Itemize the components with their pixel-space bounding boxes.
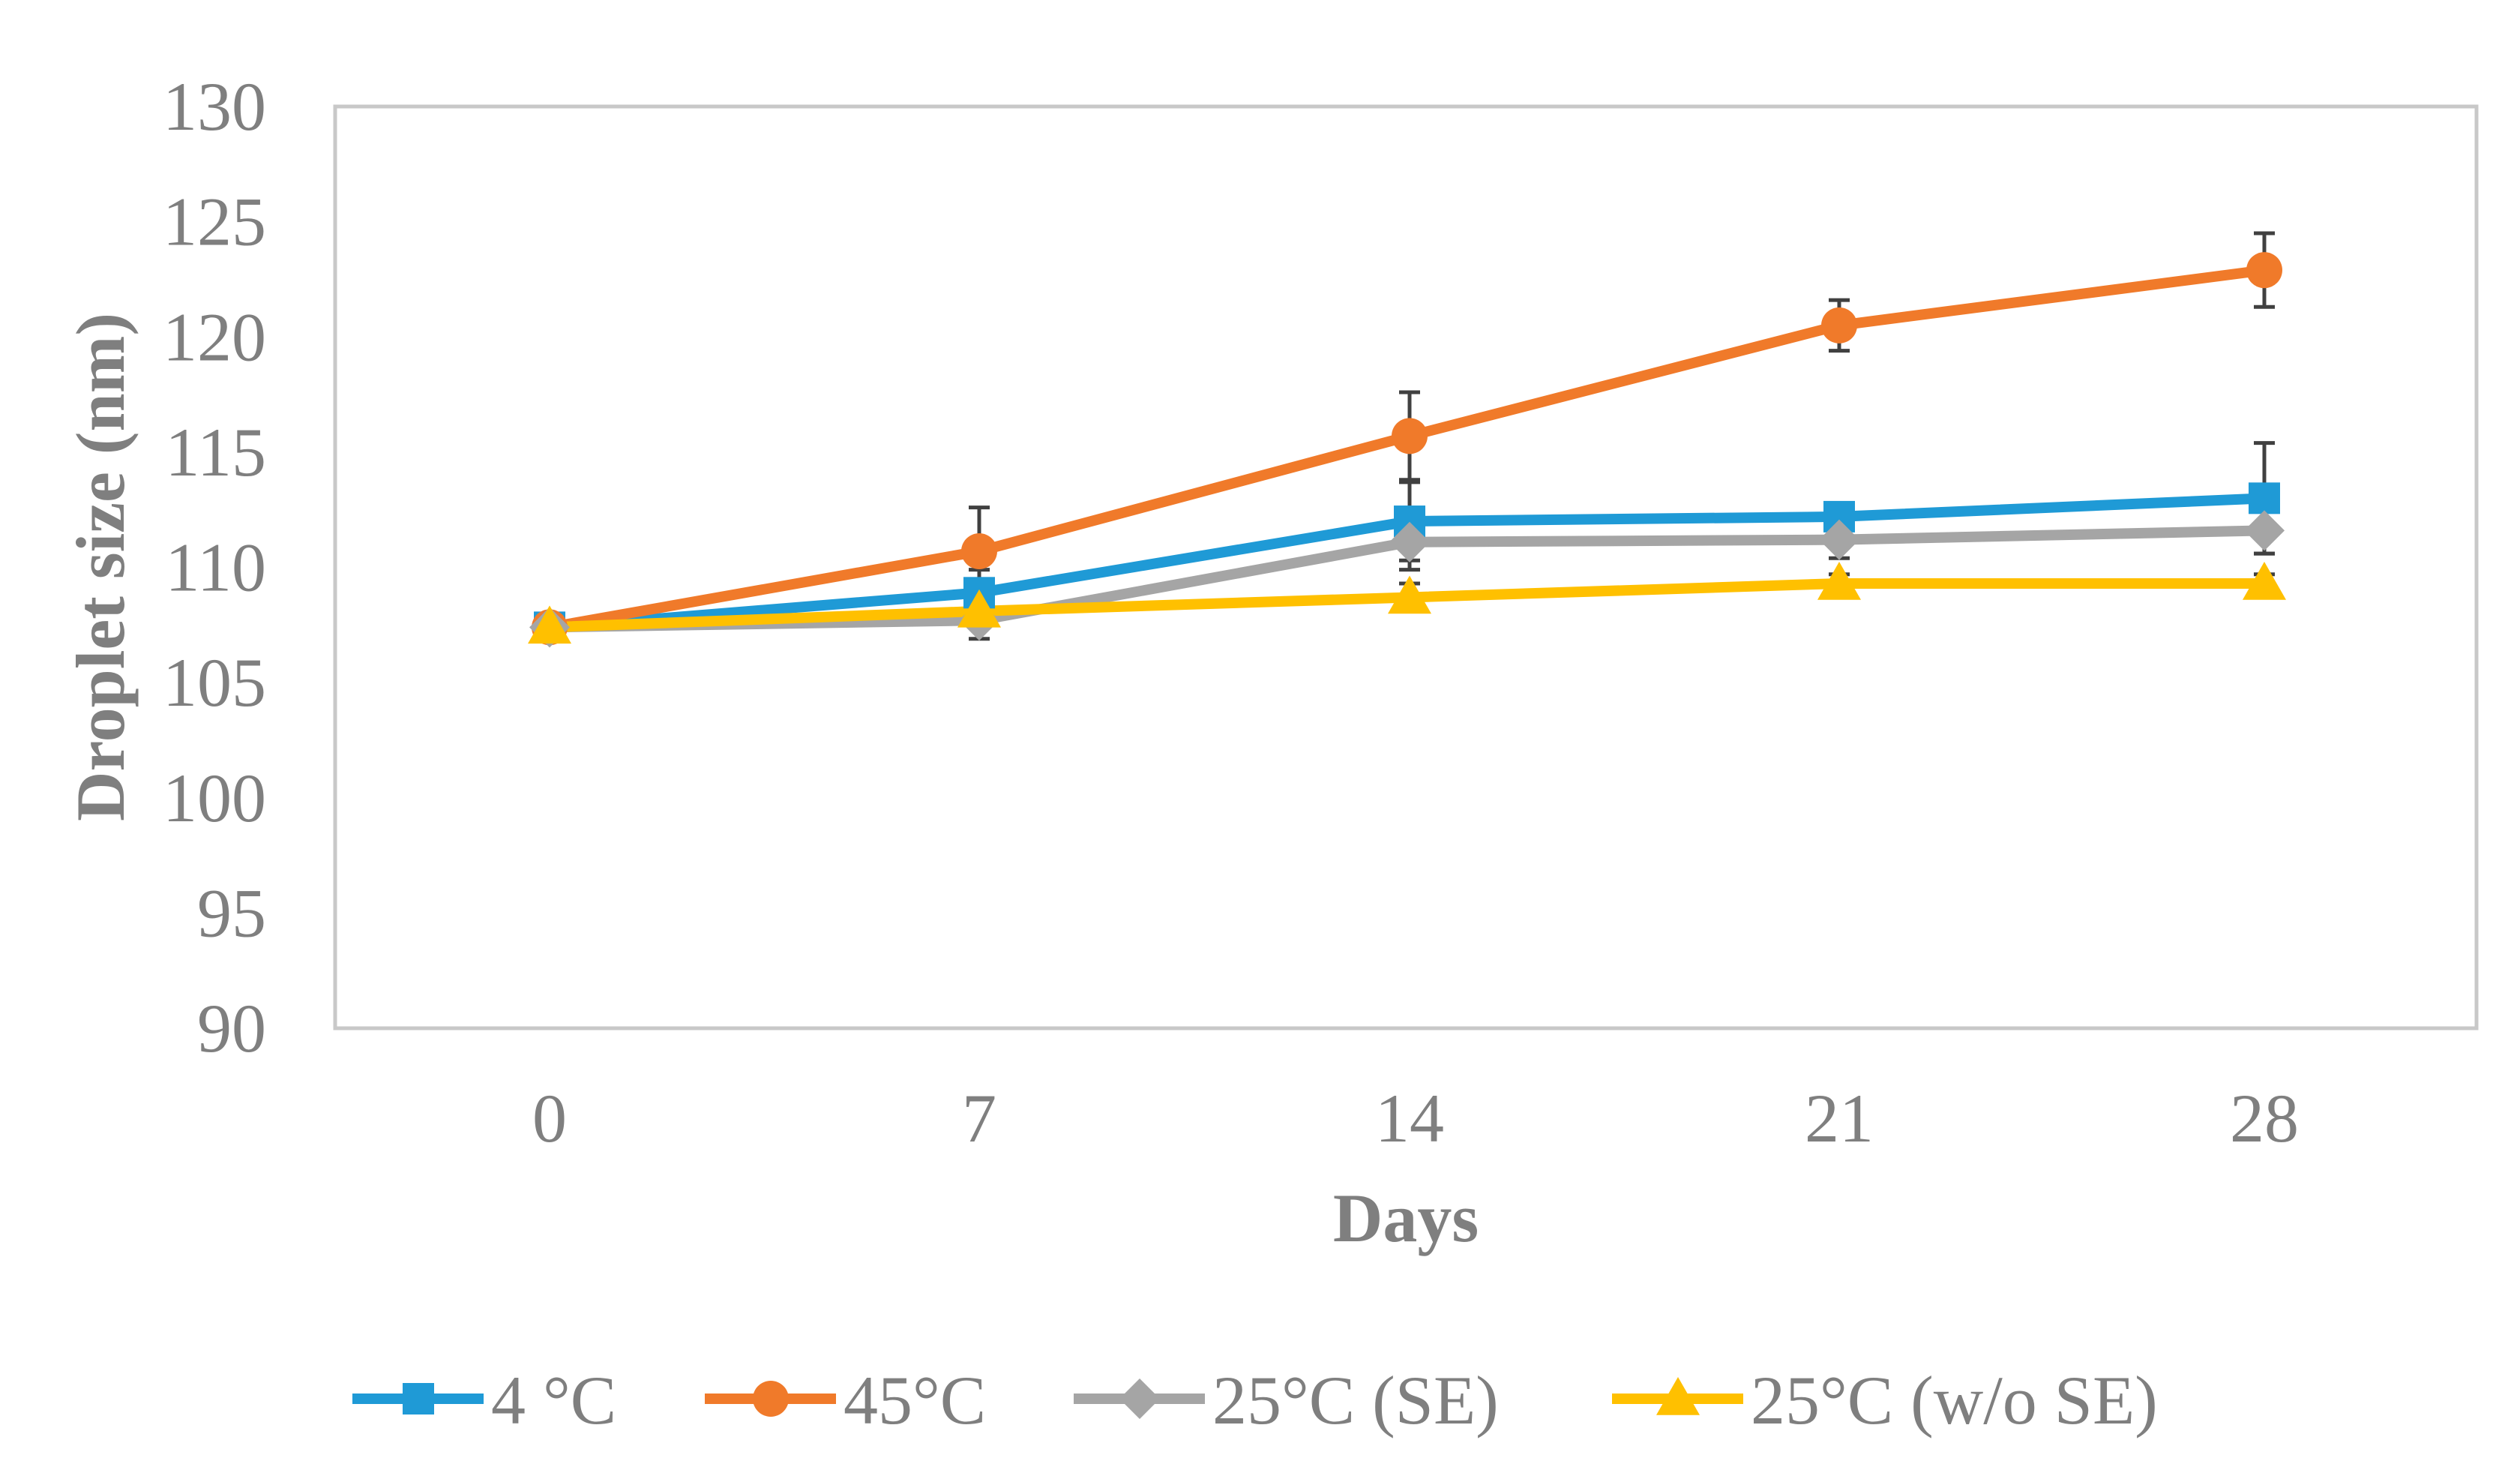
- y-tick-label: 95: [197, 874, 266, 951]
- data-point: [961, 532, 997, 569]
- x-tick-label: 14: [1375, 1080, 1444, 1156]
- data-point: [1817, 562, 1861, 600]
- legend-item: 45°C: [705, 1362, 986, 1438]
- data-point: [957, 589, 1001, 628]
- data-point: [2243, 562, 2286, 600]
- legend-item: 25°C (SE): [1074, 1362, 1499, 1438]
- y-tick-label: 90: [197, 990, 266, 1066]
- y-tick-label: 115: [165, 414, 266, 490]
- data-point: [1821, 307, 1857, 344]
- legend: 4 °C 45°C 25°C (SE) 25°C (w/o SE): [352, 1362, 2158, 1438]
- y-tick-label: 110: [165, 530, 266, 606]
- y-axis-title: Droplet size (nm): [62, 313, 139, 821]
- legend-marker: [403, 1383, 434, 1414]
- x-tick-label: 7: [962, 1080, 996, 1156]
- x-tick-label: 0: [532, 1080, 567, 1156]
- y-tick-label: 125: [163, 184, 266, 260]
- x-axis-ticks: 0 7 14 21 28: [532, 1080, 2299, 1156]
- data-point: [528, 605, 571, 644]
- legend-label: 25°C (w/o SE): [1751, 1362, 2158, 1438]
- series-markers: [528, 252, 2286, 648]
- data-point: [2246, 252, 2282, 289]
- data-point: [1392, 418, 1428, 454]
- y-tick-label: 105: [163, 644, 266, 721]
- legend-item: 4 °C: [352, 1362, 616, 1438]
- y-tick-label: 100: [163, 760, 266, 836]
- x-tick-label: 28: [2230, 1080, 2299, 1156]
- legend-marker: [1119, 1378, 1160, 1419]
- y-tick-label: 120: [163, 298, 266, 375]
- x-tick-label: 21: [1805, 1080, 1874, 1156]
- data-point: [2249, 482, 2280, 514]
- data-point: [1819, 519, 1859, 560]
- data-point: [1388, 575, 1431, 614]
- plot-area-frame: [333, 104, 2479, 1030]
- data-point: [2244, 510, 2285, 551]
- legend-marker: [753, 1381, 789, 1417]
- legend-label: 4 °C: [491, 1362, 616, 1438]
- legend-label: 25°C (SE): [1212, 1362, 1499, 1438]
- legend-marker: [1656, 1377, 1700, 1415]
- data-point: [1389, 521, 1430, 562]
- y-axis-ticks: 90 95 100 105 110 115 120 125 130: [163, 68, 266, 1066]
- x-axis-title: Days: [1333, 1180, 1479, 1256]
- legend-label: 45°C: [843, 1362, 986, 1438]
- legend-item: 25°C (w/o SE): [1612, 1362, 2158, 1438]
- y-tick-label: 130: [163, 68, 266, 145]
